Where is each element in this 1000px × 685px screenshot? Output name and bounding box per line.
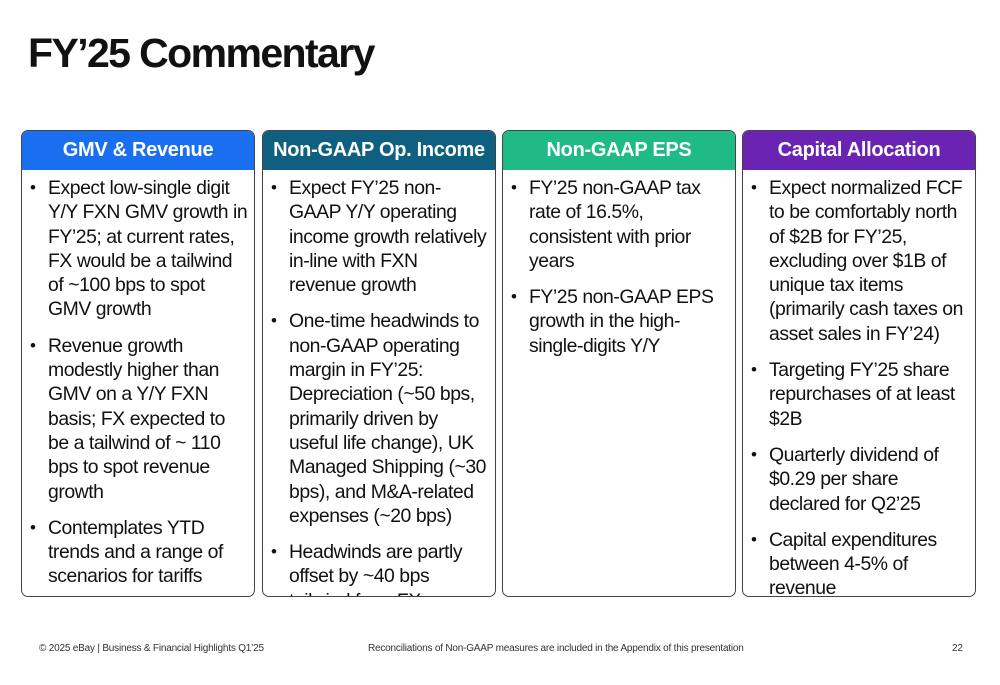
column-non-gaap-eps: Non-GAAP EPS • FY’25 non-GAAP tax rate of … — [502, 130, 736, 597]
bullet-dot-icon: • — [271, 542, 277, 562]
bullet-text: Expect FY’25 non-GAAP Y/Y operating inco… — [289, 177, 487, 297]
bullet-dot-icon: • — [511, 287, 517, 307]
bullet-dot-icon: • — [30, 517, 36, 537]
bullet-dot-icon: • — [751, 444, 757, 464]
page-number: 22 — [952, 643, 963, 654]
bullet-text: Targeting FY’25 share repurchases of at … — [769, 359, 955, 430]
bullet-item: • One-time headwinds to non-GAAP operatin… — [269, 309, 489, 528]
bullet-dot-icon: • — [271, 311, 277, 331]
bullet-dot-icon: • — [30, 335, 36, 355]
bullet-dot-icon: • — [751, 529, 757, 549]
column-heading: Capital Allocation — [743, 131, 975, 170]
column-gmv-revenue: GMV & Revenue • Expect low-single digit Y/… — [21, 130, 255, 597]
bullet-item: • Contemplates YTD trends and a range of … — [28, 516, 248, 589]
column-heading: Non-GAAP EPS — [503, 131, 735, 170]
bullet-text: Quarterly dividend of $0.29 per share de… — [769, 443, 939, 515]
bullet-item: • Expect normalized FCF to be comfortably… — [749, 176, 969, 346]
bullet-text: Contemplates YTD trends and a range of s… — [48, 516, 223, 588]
bullet-text: One-time headwinds to non-GAAP operating… — [289, 310, 487, 527]
bullet-text: Expect normalized FCF to be comfortably … — [769, 177, 963, 345]
bullet-item: • FY’25 non-GAAP tax rate of 16.5%, consi… — [509, 176, 729, 273]
bullet-text: Headwinds are partly offset by ~40 bps t… — [289, 541, 463, 596]
column-heading: GMV & Revenue — [22, 131, 254, 170]
bullet-dot-icon: • — [271, 178, 277, 197]
bullet-item: • Capital expenditures between 4-5% of re… — [749, 528, 969, 597]
bullet-item: • Expect FY’25 non-GAAP Y/Y operating inc… — [269, 176, 489, 297]
bullet-item: • Quarterly dividend of $0.29 per share d… — [749, 443, 969, 516]
column-non-gaap-op-income: Non-GAAP Op. Income • Expect FY’25 non-GAA… — [262, 130, 496, 597]
bullet-item: • FY’25 non-GAAP EPS growth in the high-s… — [509, 285, 729, 358]
bullet-list: • Expect low-single digit Y/Y FXN GMV gro… — [22, 170, 254, 589]
bullet-dot-icon: • — [751, 178, 757, 197]
bullet-dot-icon: • — [30, 178, 36, 197]
bullet-list: • FY’25 non-GAAP tax rate of 16.5%, consi… — [503, 170, 735, 358]
bullet-text: FY’25 non-GAAP tax rate of 16.5%, consis… — [529, 177, 701, 272]
bullet-text: Expect low-single digit Y/Y FXN GMV grow… — [48, 177, 248, 321]
column-heading: Non-GAAP Op. Income — [263, 131, 495, 170]
bullet-dot-icon: • — [751, 360, 757, 380]
footer-note: Reconciliations of Non-GAAP measures are… — [368, 643, 744, 654]
bullet-text: Capital expenditures between 4-5% of rev… — [769, 528, 937, 597]
bullet-item: • Revenue growth modestly higher than GMV… — [28, 334, 248, 504]
footer-copyright: © 2025 eBay | Business & Financial Highl… — [39, 643, 264, 654]
bullet-item: • Headwinds are partly offset by ~40 bps … — [269, 540, 489, 596]
column-capital-allocation: Capital Allocation • Expect normalized FCF… — [742, 130, 976, 597]
bullet-text: Revenue growth modestly higher than GMV … — [48, 334, 226, 503]
bullet-dot-icon: • — [511, 178, 517, 197]
page-title: FY’25 Commentary — [28, 30, 375, 76]
bullet-item: • Targeting FY’25 share repurchases of at… — [749, 358, 969, 431]
bullet-list: • Expect normalized FCF to be comfortably… — [743, 170, 975, 597]
bullet-list: • Expect FY’25 non-GAAP Y/Y operating inc… — [263, 170, 495, 596]
bullet-text: FY’25 non-GAAP EPS growth in the high-si… — [529, 286, 714, 357]
bullet-item: • Expect low-single digit Y/Y FXN GMV gro… — [28, 176, 248, 322]
